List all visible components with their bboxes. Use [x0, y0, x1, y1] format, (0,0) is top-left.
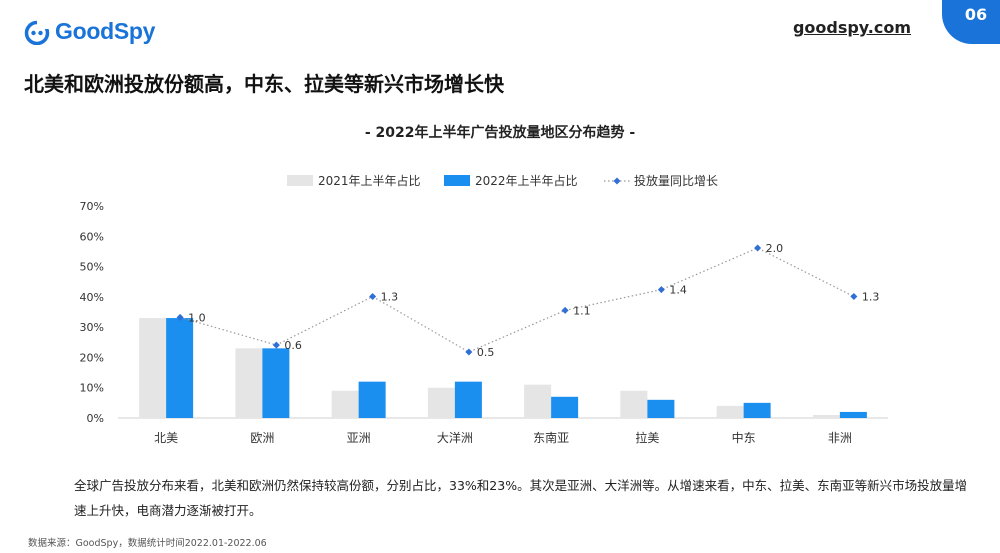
bar-2022 [454, 381, 482, 418]
x-tick-label: 北美 [154, 431, 178, 445]
bar-2021 [235, 348, 263, 418]
bar-2021 [620, 390, 648, 418]
bar-2022 [839, 411, 867, 418]
growth-data-label: 2.0 [766, 242, 784, 255]
y-tick-label: 60% [80, 230, 104, 243]
growth-point [561, 306, 569, 314]
growth-data-label: 1.4 [669, 284, 687, 297]
growth-point [754, 244, 762, 252]
growth-point [369, 293, 377, 301]
growth-point [850, 293, 858, 301]
bar-2021 [139, 318, 167, 418]
bar-2022 [262, 348, 290, 418]
y-tick-label: 70% [80, 200, 104, 213]
growth-point [272, 341, 280, 349]
growth-point [465, 348, 473, 356]
y-tick-label: 20% [80, 351, 104, 364]
growth-data-label: 1.3 [381, 291, 399, 304]
growth-data-label: 0.6 [284, 339, 302, 352]
legend-marker-growth [613, 177, 621, 185]
y-tick-label: 0% [87, 412, 104, 425]
growth-data-label: 1.1 [573, 304, 591, 317]
region-distribution-chart: 0% 10% 20% 30% 40% 50% 60% 70% 北美 欧洲 亚洲 大洋洲 东南亚 拉美 中东 非… [80, 173, 888, 445]
y-tick-label: 30% [80, 321, 104, 334]
growth-line [179, 247, 855, 353]
legend-label-growth: 投放量同比增长 [634, 173, 718, 188]
brand-name: GoodSpy [55, 18, 156, 44]
bar-2022 [551, 396, 579, 418]
growth-data-label: 1.3 [862, 291, 880, 304]
legend-label-2021: 2021年上半年占比 [318, 173, 421, 188]
growth-data-label: 1.0 [188, 311, 206, 324]
bar-2021 [716, 405, 744, 418]
brand-logo: GoodSpy [24, 18, 155, 45]
page-number-badge: 06 [942, 0, 1000, 44]
y-tick-label: 40% [80, 291, 104, 304]
bar-2022 [166, 318, 194, 418]
y-tick-label: 50% [80, 261, 104, 274]
legend-label-2022: 2022年上半年占比 [475, 173, 578, 188]
chart-title: - 2022年上半年广告投放量地区分布趋势 - [364, 125, 636, 141]
page-title: 北美和欧洲投放份额高，中东、拉美等新兴市场增长快 [24, 72, 504, 96]
x-tick-label: 东南亚 [533, 430, 569, 445]
legend-swatch-2021 [287, 175, 313, 186]
bar-2022 [358, 381, 386, 418]
site-link[interactable]: goodspy.com [792, 18, 911, 37]
x-tick-label: 亚洲 [347, 431, 371, 445]
bar-2022 [743, 402, 771, 418]
x-tick-label: 欧洲 [250, 431, 274, 445]
growth-point [176, 313, 184, 321]
x-tick-label: 拉美 [635, 430, 659, 445]
legend-swatch-2022 [444, 175, 470, 186]
bar-2021 [812, 414, 840, 418]
bar-2021 [427, 387, 455, 418]
bar-2022 [647, 399, 675, 418]
summary-text: 全球广告投放分布来看，北美和欧洲仍然保持较高份额，分别占比，33%和23%。其次… [74, 478, 968, 518]
goodspy-logo-icon [24, 19, 50, 45]
x-tick-label: 中东 [732, 430, 756, 445]
x-tick-label: 非洲 [828, 431, 852, 445]
growth-data-label: 0.5 [477, 346, 495, 359]
data-source-note: 数据来源：GoodSpy，数据统计时间2022.01-2022.06 [28, 538, 267, 549]
y-tick-label: 10% [80, 382, 104, 395]
growth-point [657, 286, 665, 294]
bar-2021 [331, 390, 359, 418]
bar-2021 [524, 384, 552, 418]
x-tick-label: 大洋洲 [437, 430, 473, 445]
